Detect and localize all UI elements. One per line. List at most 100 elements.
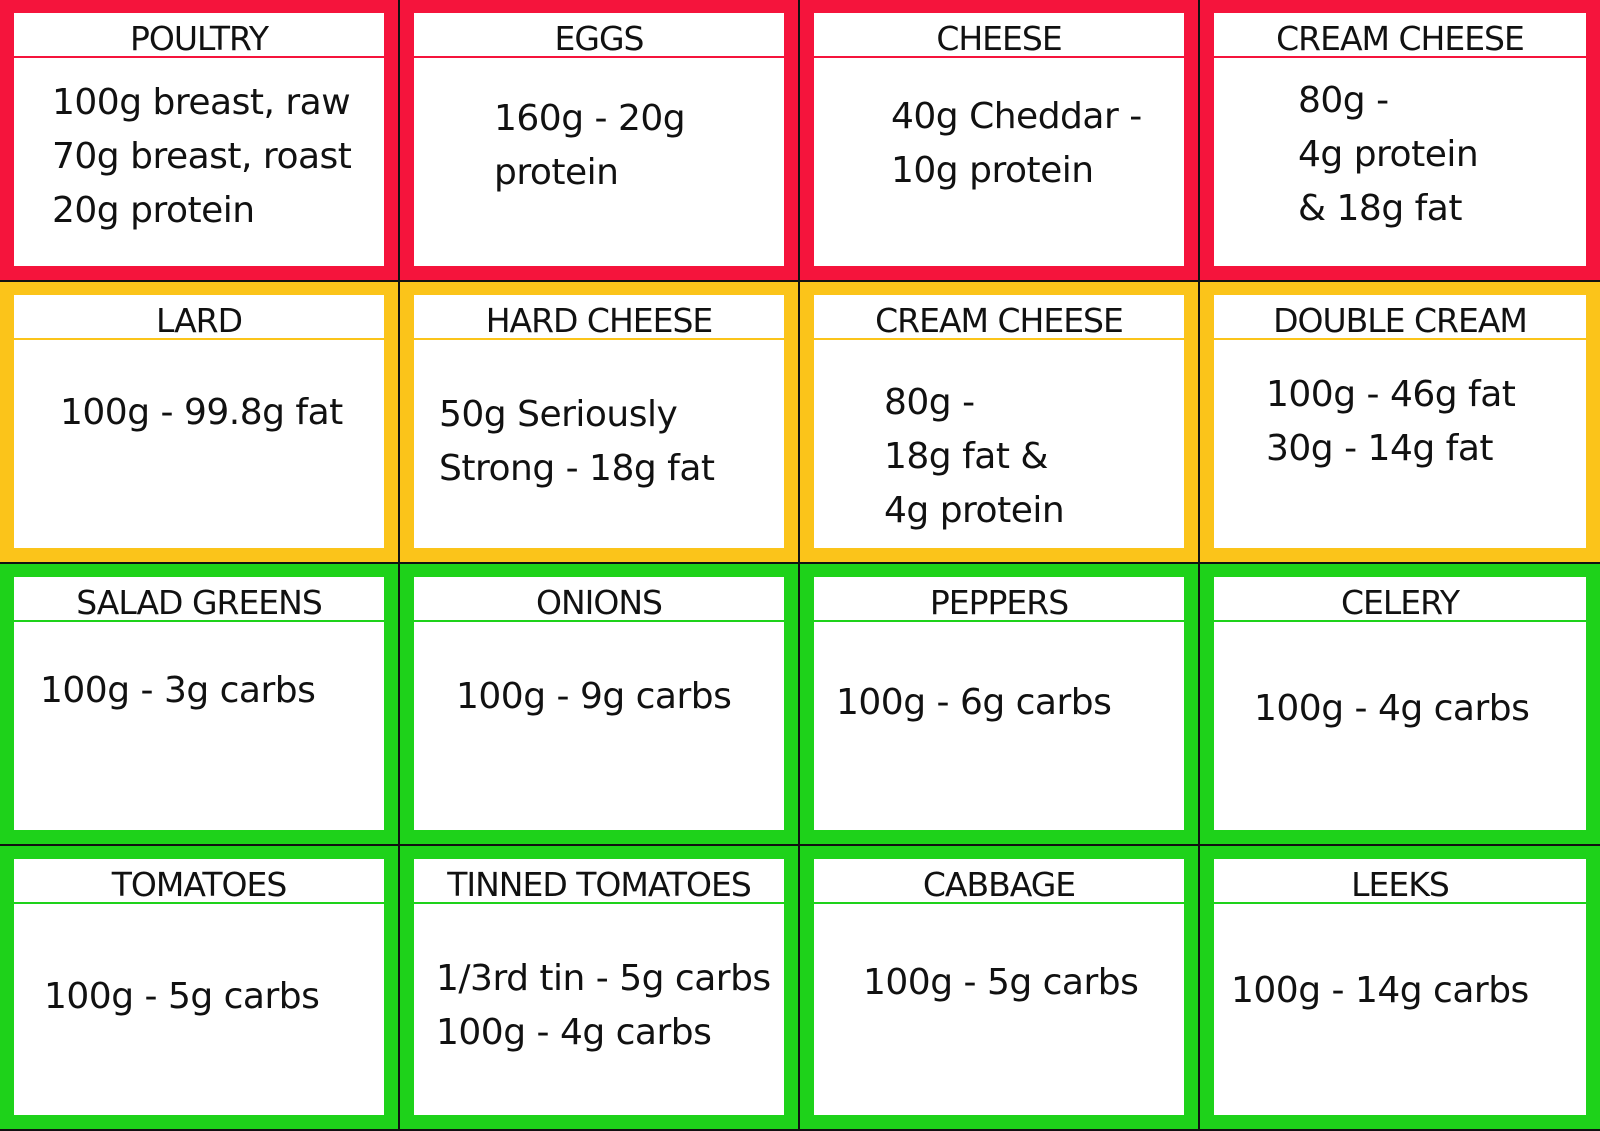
title-divider (14, 620, 384, 622)
title-divider (814, 620, 1184, 622)
nutrition-line: Strong - 18g fat (439, 448, 715, 489)
food-card-panel: CREAM CHEESE 80g - 4g protein & 18g fat (1214, 13, 1586, 266)
food-card: ONIONS 100g - 9g carbs (400, 564, 800, 846)
food-card-panel: TOMATOES 100g - 5g carbs (14, 859, 384, 1115)
food-card-panel: CELERY 100g - 4g carbs (1214, 577, 1586, 830)
nutrition-line: 70g breast, roast (52, 136, 352, 177)
food-card: DOUBLE CREAM 100g - 46g fat 30g - 14g fat (1200, 282, 1600, 564)
food-card-title: CREAM CHEESE (1276, 19, 1525, 58)
nutrition-line: 100g - 5g carbs (44, 976, 320, 1017)
food-card: TOMATOES 100g - 5g carbs (0, 846, 400, 1131)
food-card-panel: PEPPERS 100g - 6g carbs (814, 577, 1184, 830)
food-card-body: 80g - 4g protein & 18g fat (1214, 58, 1586, 266)
food-card: LARD 100g - 99.8g fat (0, 282, 400, 564)
nutrition-line: 30g - 14g fat (1266, 428, 1494, 469)
food-card-title: LARD (155, 301, 243, 340)
food-card: CREAM CHEESE 80g - 18g fat & 4g protein (800, 282, 1200, 564)
food-card: SALAD GREENS 100g - 3g carbs (0, 564, 400, 846)
nutrition-line: 40g Cheddar - (891, 96, 1142, 137)
food-card-title: ONIONS (536, 583, 663, 622)
nutrition-line: 4g protein (884, 490, 1065, 531)
food-card-panel: HARD CHEESE 50g Seriously Strong - 18g fat (414, 295, 784, 548)
nutrition-line: 80g - (884, 382, 975, 423)
food-card-panel: DOUBLE CREAM 100g - 46g fat 30g - 14g fat (1214, 295, 1586, 548)
title-divider (14, 338, 384, 340)
food-card-body: 100g - 9g carbs (414, 622, 784, 830)
food-card-title: SALAD GREENS (76, 583, 323, 622)
nutrition-line: 100g - 99.8g fat (60, 392, 343, 433)
nutrition-line: 10g protein (891, 150, 1094, 191)
nutrition-line: 100g - 6g carbs (836, 682, 1112, 723)
food-card-title: CHEESE (936, 19, 1062, 58)
title-divider (1214, 902, 1586, 904)
food-card: CHEESE 40g Cheddar - 10g protein (800, 0, 1200, 282)
nutrition-line: 50g Seriously (439, 394, 678, 435)
food-card-body: 100g - 6g carbs (814, 622, 1184, 830)
food-card-panel: CREAM CHEESE 80g - 18g fat & 4g protein (814, 295, 1184, 548)
nutrition-line: 100g - 9g carbs (456, 676, 732, 717)
food-card-panel: CABBAGE 100g - 5g carbs (814, 859, 1184, 1115)
title-divider (414, 902, 784, 904)
food-card-panel: ONIONS 100g - 9g carbs (414, 577, 784, 830)
food-card-title: TOMATOES (111, 865, 288, 904)
nutrition-line: 1/3rd tin - 5g carbs (436, 958, 771, 999)
food-card-body: 50g Seriously Strong - 18g fat (414, 340, 784, 548)
food-card-body: 100g - 99.8g fat (14, 340, 384, 548)
food-card-title: POULTRY (129, 19, 269, 58)
nutrition-line: 18g fat & (884, 436, 1048, 477)
food-card-panel: LARD 100g - 99.8g fat (14, 295, 384, 548)
food-card-panel: CHEESE 40g Cheddar - 10g protein (814, 13, 1184, 266)
food-card-title: DOUBLE CREAM (1273, 301, 1528, 340)
food-card-panel: EGGS 160g - 20g protein (414, 13, 784, 266)
food-card-title: EGGS (554, 19, 645, 58)
food-card-title: LEEKS (1351, 865, 1450, 904)
title-divider (1214, 620, 1586, 622)
food-card: LEEKS 100g - 14g carbs (1200, 846, 1600, 1131)
food-card-title: CELERY (1340, 583, 1460, 622)
nutrition-line: 100g - 46g fat (1266, 374, 1516, 415)
food-card: CABBAGE 100g - 5g carbs (800, 846, 1200, 1131)
food-card-body: 100g - 46g fat 30g - 14g fat (1214, 340, 1586, 548)
food-card-panel: TINNED TOMATOES 1/3rd tin - 5g carbs 100g … (414, 859, 784, 1115)
nutrition-line: 100g - 4g carbs (436, 1012, 712, 1053)
food-card-body: 80g - 18g fat & 4g protein (814, 340, 1184, 548)
food-card-panel: LEEKS 100g - 14g carbs (1214, 859, 1586, 1115)
nutrition-line: 100g - 14g carbs (1231, 970, 1529, 1011)
food-card-title: PEPPERS (929, 583, 1069, 622)
title-divider (1214, 56, 1586, 58)
title-divider (14, 902, 384, 904)
food-card-panel: SALAD GREENS 100g - 3g carbs (14, 577, 384, 830)
title-divider (414, 620, 784, 622)
food-card-body: 100g - 5g carbs (14, 904, 384, 1115)
food-card-body: 1/3rd tin - 5g carbs 100g - 4g carbs (414, 904, 784, 1115)
food-card: TINNED TOMATOES 1/3rd tin - 5g carbs 100g … (400, 846, 800, 1131)
food-card-panel: POULTRY 100g breast, raw 70g breast, roast… (14, 13, 384, 266)
nutrition-line: 160g - 20g (494, 98, 686, 139)
nutrition-line: 100g - 5g carbs (863, 962, 1139, 1003)
nutrition-line: 100g - 3g carbs (40, 670, 316, 711)
nutrition-line: & 18g fat (1298, 188, 1462, 229)
food-card: POULTRY 100g breast, raw 70g breast, roast… (0, 0, 400, 282)
nutrition-line: 100g - 4g carbs (1254, 688, 1530, 729)
title-divider (814, 902, 1184, 904)
food-card: HARD CHEESE 50g Seriously Strong - 18g fat (400, 282, 800, 564)
food-card-title: CABBAGE (922, 865, 1076, 904)
title-divider (14, 56, 384, 58)
food-card: PEPPERS 100g - 6g carbs (800, 564, 1200, 846)
food-card-body: 100g - 4g carbs (1214, 622, 1586, 830)
food-card-body: 160g - 20g protein (414, 58, 784, 266)
title-divider (1214, 338, 1586, 340)
nutrition-line: 80g - (1298, 80, 1389, 121)
nutrition-line: 20g protein (52, 190, 255, 231)
title-divider (814, 338, 1184, 340)
nutrition-line: 100g breast, raw (52, 82, 351, 123)
food-card-body: 40g Cheddar - 10g protein (814, 58, 1184, 266)
title-divider (414, 56, 784, 58)
food-card-body: 100g - 14g carbs (1214, 904, 1586, 1115)
food-card: EGGS 160g - 20g protein (400, 0, 800, 282)
food-card: CREAM CHEESE 80g - 4g protein & 18g fat (1200, 0, 1600, 282)
nutrition-line: 4g protein (1298, 134, 1479, 175)
food-card-body: 100g - 3g carbs (14, 622, 384, 830)
food-card-body: 100g - 5g carbs (814, 904, 1184, 1115)
